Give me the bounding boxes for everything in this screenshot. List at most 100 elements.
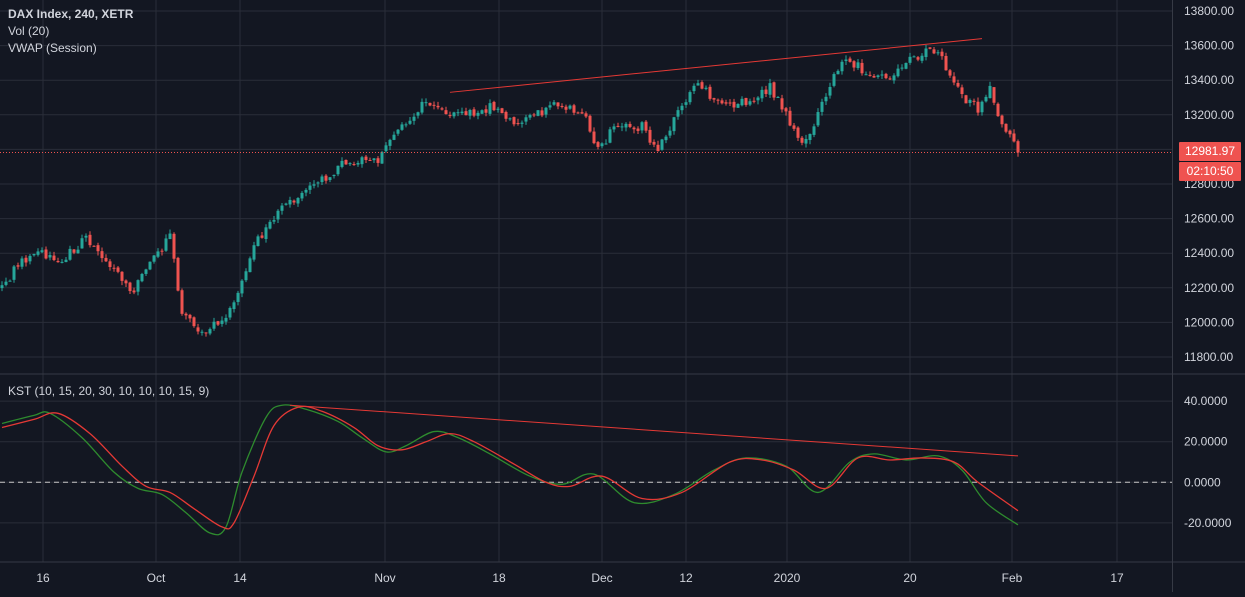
- candle-body: [68, 248, 72, 260]
- candle-body: [288, 199, 292, 205]
- candle-body: [824, 96, 828, 102]
- candle-body: [228, 307, 232, 318]
- candle-body: [588, 115, 592, 132]
- kst-layer: [0, 404, 1172, 536]
- candle-body: [956, 82, 960, 87]
- candle-body: [760, 89, 764, 99]
- candle-body: [124, 280, 128, 284]
- candle-body: [524, 117, 528, 122]
- candle-body: [484, 109, 488, 113]
- candle-body: [356, 162, 360, 165]
- candle-body: [704, 87, 708, 89]
- candle-body: [268, 221, 272, 229]
- candle-body: [864, 74, 868, 76]
- candle-body: [948, 70, 952, 76]
- candle-body: [280, 205, 284, 211]
- candle-body: [952, 76, 956, 83]
- candle-body: [852, 61, 856, 68]
- candle-body: [296, 198, 300, 204]
- candle-body: [1012, 133, 1016, 142]
- candle-body: [300, 192, 304, 199]
- candle-body: [140, 273, 144, 282]
- price-tick-label: 13600.00: [1184, 39, 1234, 53]
- candle-body: [204, 332, 208, 334]
- candle-body: [808, 133, 812, 140]
- candle-body: [944, 55, 948, 71]
- candle-body: [40, 250, 44, 253]
- vwap-indicator-label[interactable]: VWAP (Session): [8, 41, 97, 55]
- time-tick-label: 18: [492, 571, 506, 585]
- candle-body: [692, 85, 696, 92]
- candle-body: [380, 152, 384, 164]
- candle-body: [508, 118, 512, 120]
- candle-body: [928, 47, 932, 49]
- candle-body: [132, 290, 136, 293]
- candle-body: [496, 108, 500, 110]
- candle-body: [136, 280, 140, 292]
- candle-body: [92, 245, 96, 247]
- volume-indicator-label[interactable]: Vol (20): [8, 24, 50, 38]
- candle-body: [444, 110, 448, 115]
- symbol-title[interactable]: DAX Index, 240, XETR: [8, 7, 134, 21]
- candle-body: [548, 105, 552, 108]
- candle-body: [488, 103, 492, 114]
- candle-body: [676, 110, 680, 117]
- candle-body: [672, 117, 676, 132]
- candle-body: [996, 103, 1000, 117]
- candle-body: [384, 145, 388, 152]
- candle-body: [648, 129, 652, 143]
- candle-body: [108, 261, 112, 268]
- kst-trendline: [289, 404, 1019, 457]
- candle-body: [284, 203, 288, 205]
- candle-body: [776, 96, 780, 98]
- candle-body: [836, 70, 840, 75]
- price-tick-label: 13400.00: [1184, 73, 1234, 87]
- candle-body: [800, 137, 804, 143]
- candle-body: [308, 185, 312, 190]
- candle-body: [748, 101, 752, 105]
- candle-body: [804, 138, 808, 144]
- candle-body: [376, 158, 380, 163]
- candle-body: [812, 126, 816, 135]
- candle-body: [728, 102, 732, 104]
- candle-body: [184, 313, 188, 316]
- candle-body: [988, 85, 992, 99]
- candle-body: [708, 86, 712, 99]
- candle-body: [304, 189, 308, 193]
- candle-body: [668, 130, 672, 136]
- countdown-badge: 02:10:50: [1179, 162, 1241, 181]
- candle-body: [72, 249, 76, 253]
- candle-body: [412, 116, 416, 121]
- candle-body: [64, 259, 68, 263]
- candle-body: [156, 251, 160, 257]
- candle-body: [332, 174, 336, 177]
- candle-body: [504, 111, 508, 119]
- candle-body: [336, 165, 340, 175]
- kst-indicator-label[interactable]: KST (10, 15, 20, 30, 10, 10, 10, 15, 9): [8, 384, 210, 398]
- main-legend: DAX Index, 240, XETR Vol (20) VWAP (Sess…: [8, 6, 133, 57]
- candle-body: [884, 73, 888, 79]
- time-tick-label: Nov: [374, 571, 395, 585]
- candle-body: [116, 267, 120, 272]
- kst-tick-label: -20.0000: [1184, 516, 1232, 530]
- candle-body: [392, 134, 396, 140]
- candle-body: [968, 100, 972, 103]
- candle-body: [448, 115, 452, 117]
- price-trendline: [449, 38, 983, 93]
- candle-body: [556, 102, 560, 107]
- candle-body: [736, 103, 740, 108]
- candle-body: [256, 236, 260, 247]
- candle-body: [636, 128, 640, 131]
- candle-body: [100, 251, 104, 259]
- candle-body: [764, 89, 768, 94]
- candle-body: [80, 238, 84, 249]
- time-tick-label: Feb: [1002, 571, 1023, 585]
- candle-body: [620, 126, 624, 128]
- candle-body: [872, 75, 876, 78]
- candle-body: [276, 210, 280, 220]
- candle-body: [472, 109, 476, 116]
- candle-body: [592, 131, 596, 144]
- candle-body: [316, 182, 320, 184]
